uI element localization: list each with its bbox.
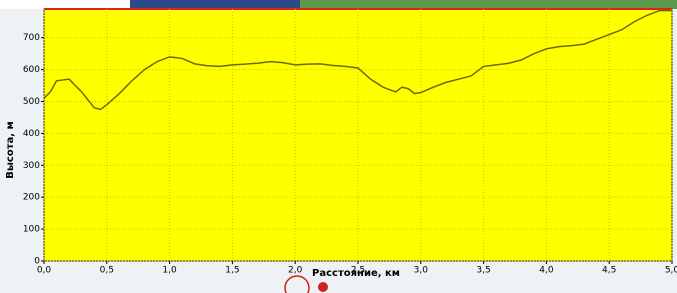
x-tick-label: 0,5 — [100, 266, 114, 276]
chart: Расстояние, км Высота, м 010020030040050… — [0, 0, 677, 293]
y-tick-label: 300 — [23, 161, 40, 171]
x-tick-label: 4,0 — [539, 266, 554, 276]
y-tick-label: 200 — [23, 193, 40, 203]
x-tick-label: 5,0 — [665, 266, 677, 276]
x-tick-label: 3,0 — [414, 266, 429, 276]
x-tick-label: 0,0 — [37, 266, 52, 276]
y-tick-label: 600 — [23, 65, 40, 75]
x-tick-label: 4,5 — [602, 266, 616, 276]
page: {"chart_data": {"type": "line", "x_label… — [0, 0, 677, 293]
x-tick-label: 3,5 — [476, 266, 490, 276]
x-tick-label: 1,0 — [162, 266, 177, 276]
map-blank — [0, 0, 130, 9]
x-tick-label: 2,0 — [288, 266, 303, 276]
y-tick-label: 100 — [23, 225, 40, 235]
marker-dot — [318, 282, 328, 292]
y-tick-label: 500 — [23, 97, 40, 107]
y-tick-label: 700 — [23, 33, 40, 43]
y-axis-label: Высота, м — [5, 121, 16, 178]
x-tick-label: 1,5 — [225, 266, 239, 276]
y-tick-label: 400 — [23, 129, 40, 139]
map-terrain — [300, 0, 677, 9]
x-tick-label: 2,5 — [351, 266, 365, 276]
